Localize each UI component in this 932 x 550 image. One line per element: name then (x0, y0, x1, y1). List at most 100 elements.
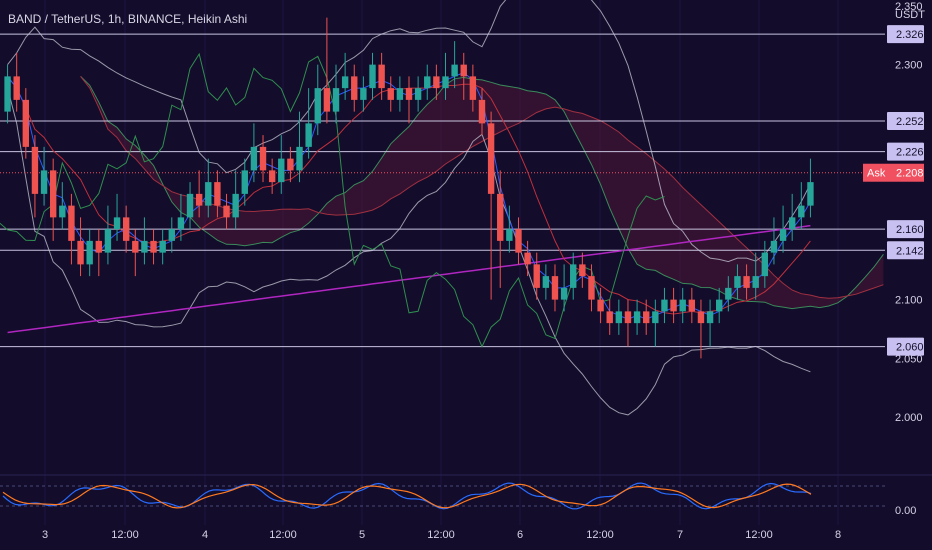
candle[interactable] (643, 299, 650, 335)
candle[interactable] (86, 229, 93, 277)
candle[interactable] (524, 240, 531, 277)
candle[interactable] (31, 135, 39, 218)
candle[interactable] (332, 64, 340, 124)
candle[interactable] (661, 287, 668, 324)
candle[interactable] (478, 88, 486, 136)
candle[interactable] (195, 170, 203, 218)
candle[interactable] (40, 146, 48, 206)
candle[interactable] (706, 299, 714, 347)
candle[interactable] (597, 287, 604, 324)
candle[interactable] (469, 64, 477, 112)
candle[interactable] (341, 52, 349, 100)
candle[interactable] (59, 182, 66, 230)
candle[interactable] (259, 135, 267, 183)
candle[interactable] (378, 52, 385, 100)
candle[interactable] (122, 205, 130, 253)
candle[interactable] (570, 252, 577, 300)
candle[interactable] (752, 252, 759, 300)
candle[interactable] (798, 182, 805, 230)
candle[interactable] (487, 111, 495, 300)
candle[interactable] (679, 287, 686, 324)
candle-body (779, 229, 787, 241)
candle[interactable] (268, 158, 276, 194)
candle[interactable] (460, 52, 467, 100)
candle[interactable] (615, 299, 623, 335)
candle[interactable] (387, 76, 394, 112)
candle[interactable] (141, 217, 148, 265)
candle-body (68, 205, 75, 241)
candle[interactable] (533, 252, 540, 300)
candle[interactable] (159, 229, 166, 265)
candle[interactable] (314, 64, 321, 136)
candle[interactable] (670, 287, 677, 324)
candle-body (487, 123, 495, 194)
candle[interactable] (761, 240, 769, 288)
candle[interactable] (725, 276, 732, 312)
candle[interactable] (424, 64, 431, 100)
candle[interactable] (4, 64, 11, 124)
candle[interactable] (278, 135, 285, 194)
candle[interactable] (49, 158, 57, 241)
candle[interactable] (287, 146, 294, 183)
candle[interactable] (652, 299, 659, 347)
candle[interactable] (360, 76, 367, 112)
candle-body (670, 299, 677, 312)
candle[interactable] (688, 287, 696, 324)
candle[interactable] (232, 170, 239, 230)
candle[interactable] (150, 229, 157, 265)
candle[interactable] (433, 64, 440, 100)
candle[interactable] (770, 217, 778, 265)
candles[interactable] (4, 17, 814, 359)
candle[interactable] (168, 217, 175, 253)
candle[interactable] (186, 182, 194, 230)
candle[interactable] (351, 64, 358, 112)
candle[interactable] (442, 52, 449, 100)
candle[interactable] (451, 41, 458, 89)
candle[interactable] (369, 52, 376, 100)
candle[interactable] (560, 264, 568, 312)
candle-body (387, 88, 394, 100)
candle[interactable] (77, 217, 84, 277)
candle[interactable] (305, 88, 312, 159)
candle[interactable] (323, 17, 331, 124)
candle[interactable] (633, 299, 641, 335)
candle[interactable] (241, 158, 248, 206)
candle[interactable] (579, 252, 586, 288)
candle[interactable] (205, 158, 212, 218)
candle[interactable] (807, 158, 814, 218)
candle[interactable] (95, 229, 102, 277)
candle[interactable] (396, 76, 404, 112)
candle[interactable] (104, 205, 112, 265)
x-axis[interactable]: 3 12:00 4 12:00 5 12:00 6 12:00 7 12:00 8 (42, 529, 841, 541)
candle[interactable] (68, 193, 75, 265)
candle[interactable] (113, 193, 121, 241)
candle[interactable] (22, 88, 30, 159)
candle[interactable] (624, 299, 632, 347)
candle[interactable] (405, 76, 413, 124)
candle[interactable] (132, 229, 139, 277)
candle[interactable] (177, 193, 185, 241)
candle[interactable] (588, 264, 595, 312)
candle[interactable] (734, 264, 741, 300)
candle[interactable] (506, 205, 513, 253)
candle[interactable] (606, 299, 613, 335)
candle[interactable] (697, 299, 705, 359)
candle[interactable] (13, 52, 20, 112)
candle[interactable] (214, 170, 221, 218)
candle[interactable] (223, 193, 230, 230)
candle[interactable] (542, 264, 550, 300)
candle-body (542, 276, 550, 288)
level-price-label: 2.226 (887, 142, 924, 161)
candle[interactable] (743, 264, 750, 300)
candle[interactable] (497, 170, 504, 288)
candle[interactable] (788, 193, 796, 241)
candle[interactable] (414, 76, 422, 112)
candle[interactable] (779, 205, 787, 253)
candle[interactable] (551, 264, 559, 312)
candle[interactable] (716, 287, 723, 324)
candle[interactable] (250, 123, 258, 183)
candle[interactable] (515, 217, 522, 265)
candle[interactable] (296, 111, 303, 183)
